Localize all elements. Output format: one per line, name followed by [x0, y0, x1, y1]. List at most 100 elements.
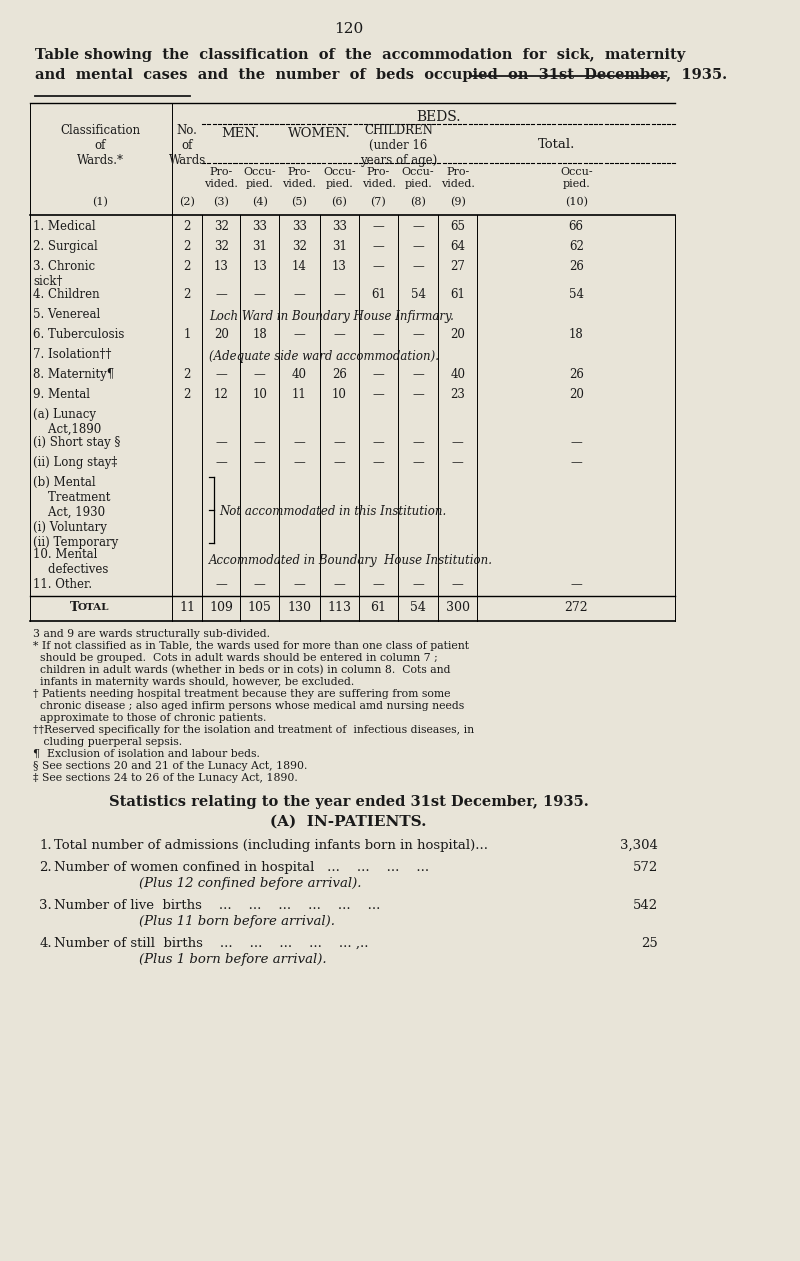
- Text: 11: 11: [292, 388, 306, 401]
- Text: 5. Venereal: 5. Venereal: [33, 308, 100, 322]
- Text: 32: 32: [292, 240, 306, 253]
- Text: (i) Short stay §: (i) Short stay §: [33, 436, 121, 449]
- Text: 25: 25: [641, 937, 658, 950]
- Text: chronic disease ; also aged infirm persons whose medical amd nursing needs: chronic disease ; also aged infirm perso…: [33, 701, 464, 711]
- Text: 3 and 9 are wards structurally sub-divided.: 3 and 9 are wards structurally sub-divid…: [33, 629, 270, 639]
- Text: Statistics relating to the year ended 31st December, 1935.: Statistics relating to the year ended 31…: [109, 794, 588, 810]
- Text: ¶  Exclusion of isolation and labour beds.: ¶ Exclusion of isolation and labour beds…: [33, 749, 260, 759]
- Text: 1: 1: [183, 328, 191, 340]
- Text: 1.: 1.: [39, 839, 52, 852]
- Text: 130: 130: [287, 601, 311, 614]
- Text: 18: 18: [569, 328, 584, 340]
- Text: Number of live  births    ...    ...    ...    ...    ...    ...: Number of live births ... ... ... ... ..…: [54, 899, 389, 912]
- Text: —: —: [570, 456, 582, 469]
- Text: —: —: [373, 260, 384, 272]
- Text: Occu-
pied.: Occu- pied.: [323, 166, 356, 189]
- Text: (Adequate side ward accommodation).: (Adequate side ward accommodation).: [209, 351, 439, 363]
- Text: —: —: [215, 368, 227, 381]
- Text: 10: 10: [332, 388, 346, 401]
- Text: —: —: [254, 368, 266, 381]
- Text: 8. Maternity¶: 8. Maternity¶: [33, 368, 114, 381]
- Text: (a) Lunacy
    Act,1890: (a) Lunacy Act,1890: [33, 409, 102, 436]
- Text: 65: 65: [450, 219, 466, 233]
- Text: —: —: [412, 240, 424, 253]
- Text: —: —: [570, 436, 582, 449]
- Text: Total number of admissions (including infants born in hospital)...: Total number of admissions (including in…: [54, 839, 488, 852]
- Text: —: —: [412, 219, 424, 233]
- Text: —: —: [373, 368, 384, 381]
- Text: (5): (5): [291, 197, 307, 207]
- Text: —: —: [373, 436, 384, 449]
- Text: 66: 66: [569, 219, 584, 233]
- Text: 26: 26: [569, 368, 584, 381]
- Text: 109: 109: [210, 601, 233, 614]
- Text: (9): (9): [450, 197, 466, 207]
- Text: 10. Mental
    defectives: 10. Mental defectives: [33, 549, 109, 576]
- Text: 31: 31: [332, 240, 346, 253]
- Text: 2. Surgical: 2. Surgical: [33, 240, 98, 253]
- Text: 2: 2: [183, 368, 191, 381]
- Text: Pro-
vided.: Pro- vided.: [441, 166, 474, 189]
- Text: 1. Medical: 1. Medical: [33, 219, 96, 233]
- Text: —: —: [334, 456, 345, 469]
- Text: 12: 12: [214, 388, 229, 401]
- Text: 105: 105: [248, 601, 271, 614]
- Text: Occu-
pied.: Occu- pied.: [560, 166, 593, 189]
- Text: 7. Isolation††: 7. Isolation††: [33, 348, 111, 361]
- Text: ††Reserved specifically for the isolation and treatment of  infectious diseases,: ††Reserved specifically for the isolatio…: [33, 725, 474, 735]
- Text: (10): (10): [565, 197, 588, 207]
- Text: Classification
of
Wards.*: Classification of Wards.*: [60, 124, 140, 166]
- Text: Pro-
vided.: Pro- vided.: [204, 166, 238, 189]
- Text: Number of women confined in hospital   ...    ...    ...    ...: Number of women confined in hospital ...…: [54, 861, 442, 874]
- Text: 120: 120: [334, 21, 363, 37]
- Text: † Patients needing hospital treatment because they are suffering from some: † Patients needing hospital treatment be…: [33, 689, 450, 699]
- Text: 20: 20: [214, 328, 229, 340]
- Text: Occu-
pied.: Occu- pied.: [402, 166, 434, 189]
- Text: children in adult wards (whether in beds or in cots) in column 8.  Cots and: children in adult wards (whether in beds…: [33, 665, 450, 676]
- Text: (1): (1): [92, 197, 108, 207]
- Text: —: —: [254, 436, 266, 449]
- Text: 6. Tuberculosis: 6. Tuberculosis: [33, 328, 125, 340]
- Text: 54: 54: [569, 288, 584, 301]
- Text: —: —: [373, 388, 384, 401]
- Text: —: —: [412, 328, 424, 340]
- Text: 542: 542: [633, 899, 658, 912]
- Text: —: —: [412, 436, 424, 449]
- Text: 3,304: 3,304: [620, 839, 658, 852]
- Text: —: —: [373, 456, 384, 469]
- Text: OTAL: OTAL: [78, 603, 109, 612]
- Text: 33: 33: [332, 219, 346, 233]
- Text: 26: 26: [569, 260, 584, 272]
- Text: 10: 10: [252, 388, 267, 401]
- Text: 33: 33: [292, 219, 306, 233]
- Text: —: —: [412, 456, 424, 469]
- Text: (2): (2): [179, 197, 195, 207]
- Text: 20: 20: [569, 388, 584, 401]
- Text: infants in maternity wards should, however, be excluded.: infants in maternity wards should, howev…: [33, 677, 354, 687]
- Text: —: —: [294, 328, 305, 340]
- Text: BEDS.: BEDS.: [416, 110, 461, 124]
- Text: —: —: [412, 388, 424, 401]
- Text: 2: 2: [183, 288, 191, 301]
- Text: (b) Mental
    Treatment
    Act, 1930
(i) Voluntary
(ii) Temporary: (b) Mental Treatment Act, 1930 (i) Volun…: [33, 475, 118, 549]
- Text: (A)  IN-PATIENTS.: (A) IN-PATIENTS.: [270, 815, 426, 828]
- Text: cluding puerperal sepsis.: cluding puerperal sepsis.: [33, 736, 182, 747]
- Text: 62: 62: [569, 240, 584, 253]
- Text: —: —: [452, 578, 464, 591]
- Text: 113: 113: [327, 601, 351, 614]
- Text: 64: 64: [450, 240, 466, 253]
- Text: 26: 26: [332, 368, 346, 381]
- Text: 33: 33: [252, 219, 267, 233]
- Text: 31: 31: [252, 240, 267, 253]
- Text: 13: 13: [252, 260, 267, 272]
- Text: 2: 2: [183, 260, 191, 272]
- Text: —: —: [373, 219, 384, 233]
- Text: (8): (8): [410, 197, 426, 207]
- Text: 13: 13: [332, 260, 346, 272]
- Text: (4): (4): [252, 197, 267, 207]
- Text: 572: 572: [633, 861, 658, 874]
- Text: 18: 18: [252, 328, 267, 340]
- Text: 2.: 2.: [39, 861, 52, 874]
- Text: —: —: [373, 328, 384, 340]
- Text: —: —: [294, 288, 305, 301]
